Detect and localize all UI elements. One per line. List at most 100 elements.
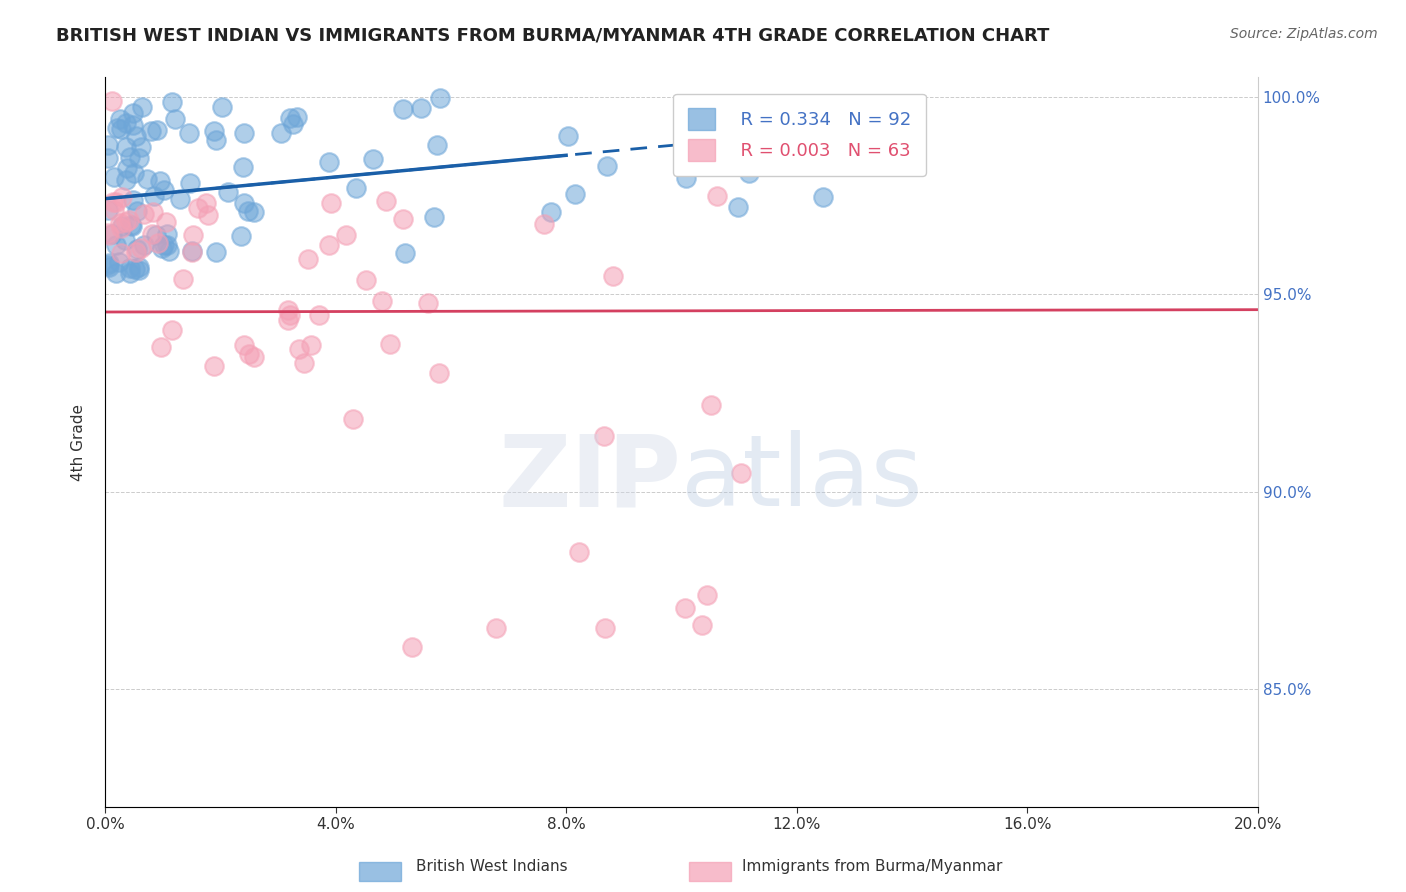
Point xyxy=(593,621,616,635)
Point xyxy=(101,94,124,108)
Point xyxy=(146,236,169,251)
Point xyxy=(108,216,131,230)
Point xyxy=(128,151,150,165)
Point xyxy=(103,203,125,218)
Point xyxy=(568,545,591,559)
Point xyxy=(105,266,128,280)
Point xyxy=(156,238,179,252)
Point xyxy=(533,217,555,231)
Point xyxy=(593,429,616,443)
Point xyxy=(277,302,299,317)
Point xyxy=(120,218,142,232)
Point xyxy=(179,176,201,190)
Point xyxy=(105,194,128,209)
Point xyxy=(145,227,167,242)
Point xyxy=(114,233,136,247)
Point xyxy=(146,123,169,137)
Point xyxy=(122,118,145,132)
Point xyxy=(318,154,340,169)
Text: Immigrants from Burma/Myanmar: Immigrants from Burma/Myanmar xyxy=(741,859,1002,874)
Point xyxy=(363,152,385,166)
Point xyxy=(392,212,415,227)
Point xyxy=(97,138,120,153)
Point xyxy=(706,189,728,203)
Point xyxy=(110,245,132,260)
Point xyxy=(423,210,446,224)
Point xyxy=(270,126,292,140)
Point xyxy=(690,618,713,632)
Text: British West Indians: British West Indians xyxy=(416,859,568,874)
Point xyxy=(696,589,718,603)
Point xyxy=(301,337,323,351)
Point xyxy=(429,91,451,105)
Point xyxy=(232,126,254,140)
Point xyxy=(156,227,179,241)
Point xyxy=(169,192,191,206)
Point xyxy=(297,252,319,266)
Point xyxy=(564,186,586,201)
Point xyxy=(157,244,180,259)
Point xyxy=(217,186,239,200)
Point xyxy=(115,173,138,187)
Point xyxy=(110,220,132,235)
Point xyxy=(149,174,172,188)
Point xyxy=(181,244,204,259)
Point xyxy=(125,244,148,259)
Point xyxy=(238,204,260,219)
Point xyxy=(115,140,138,154)
Point xyxy=(740,121,762,136)
Point xyxy=(141,124,163,138)
Point xyxy=(602,268,624,283)
Point xyxy=(108,112,131,126)
Point xyxy=(152,237,174,252)
Point xyxy=(321,195,343,210)
Point xyxy=(278,112,301,126)
Point xyxy=(557,128,579,143)
Point xyxy=(197,209,219,223)
Point xyxy=(98,256,121,270)
Point xyxy=(160,323,183,337)
Point xyxy=(354,273,377,287)
Point xyxy=(143,189,166,203)
Point xyxy=(231,228,253,243)
Point xyxy=(183,227,205,242)
Point xyxy=(97,203,120,218)
Point xyxy=(163,112,186,127)
Point xyxy=(131,100,153,114)
Point xyxy=(292,356,315,370)
Point xyxy=(595,159,617,173)
Legend:   R = 0.334   N = 92,   R = 0.003   N = 63: R = 0.334 N = 92, R = 0.003 N = 63 xyxy=(673,94,927,176)
Point xyxy=(118,212,141,227)
Point xyxy=(344,180,367,194)
Point xyxy=(728,146,751,161)
Point xyxy=(111,189,134,203)
Point xyxy=(281,117,304,131)
Point xyxy=(121,193,143,207)
Point xyxy=(110,121,132,136)
Text: atlas: atlas xyxy=(682,430,924,527)
Text: ZIP: ZIP xyxy=(499,430,682,527)
Point xyxy=(177,126,200,140)
Point xyxy=(124,261,146,276)
Point xyxy=(150,241,173,255)
Point xyxy=(285,110,308,124)
Point xyxy=(277,313,299,327)
Point xyxy=(129,140,152,154)
Point xyxy=(111,219,134,233)
Point xyxy=(342,411,364,425)
Point xyxy=(318,237,340,252)
Point xyxy=(335,228,357,243)
Point xyxy=(204,244,226,259)
Point xyxy=(141,227,163,241)
Point xyxy=(233,338,256,352)
Point xyxy=(426,138,449,153)
Point xyxy=(97,258,120,272)
Point xyxy=(155,215,177,229)
Point xyxy=(730,466,752,480)
Point xyxy=(238,347,260,361)
Point xyxy=(149,340,172,354)
Point xyxy=(180,244,202,259)
Point xyxy=(727,200,749,214)
Point xyxy=(394,246,416,260)
Point xyxy=(153,183,176,197)
